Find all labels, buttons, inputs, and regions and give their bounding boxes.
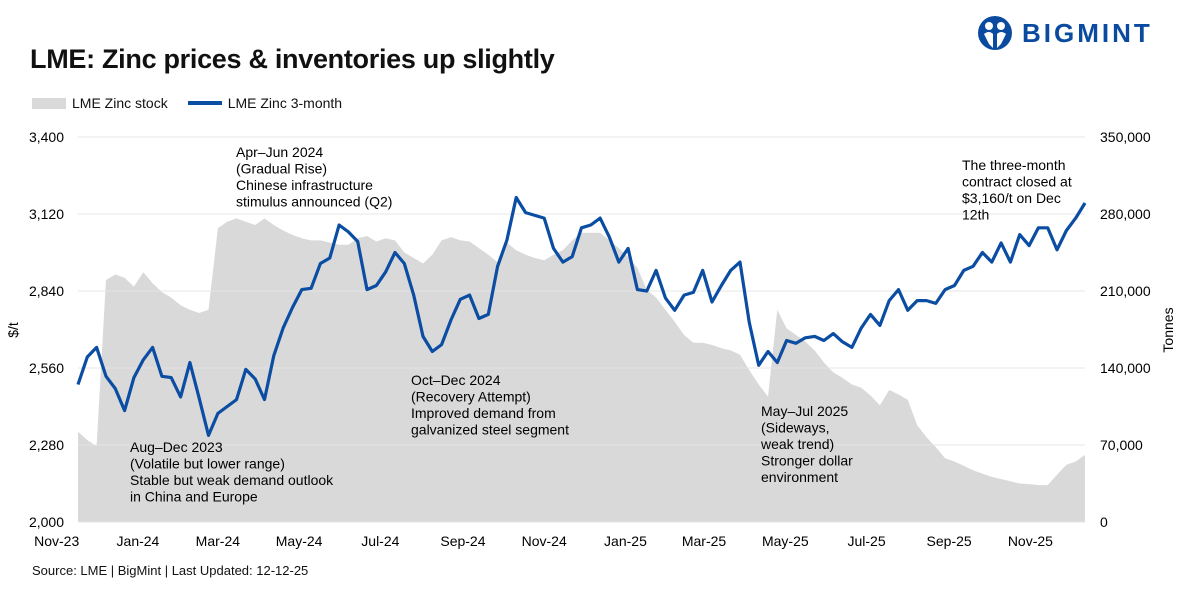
annotation-line: 12th	[962, 207, 989, 223]
x-tick-label: Nov-24	[522, 533, 567, 549]
y-right-tick-label: 280,000	[1100, 206, 1151, 222]
annotation-line: The three-month	[962, 157, 1066, 173]
series-line-lme-zinc-3-month	[76, 195, 1087, 437]
legend-label-price: LME Zinc 3-month	[227, 95, 343, 111]
y-left-tick-label: 2,560	[29, 360, 64, 376]
y-axis-left-label: $/t	[5, 322, 21, 338]
gridlines-overlay	[78, 136, 1085, 523]
x-tick-label: May-24	[276, 533, 323, 549]
annotation: The three-month contract closed at $3,160/…	[962, 157, 1072, 223]
x-tick-label: Nov-25	[1008, 533, 1053, 549]
annotation-line: stimulus announced (Q2)	[236, 194, 392, 210]
annotation-line: contract closed at	[962, 174, 1072, 190]
y-left-tick-label: 3,400	[29, 129, 64, 145]
x-tick-label: Jul-24	[361, 533, 399, 549]
x-tick-label: Sep-24	[440, 533, 485, 549]
annotation-line: weak trend)	[760, 436, 834, 452]
annotation-line: environment	[761, 469, 838, 485]
chart-title: LME: Zinc prices & inventories up slight…	[30, 44, 555, 74]
annotation: May–Jul 2025 (Sideways, weak trend) Stronge…	[760, 403, 853, 485]
x-tick-label: Nov-23	[34, 533, 79, 549]
x-axis: Nov-23 Jan-24 Mar-24 May-24 Jul-24 Sep-24 Nov-…	[34, 533, 1053, 549]
annotation-line: May–Jul 2025	[761, 403, 848, 419]
y-left-tick-label: 2,840	[29, 283, 64, 299]
annotation: Apr–Jun 2024 (Gradual Rise) Chinese infras…	[236, 144, 392, 210]
y-right-tick-label: 210,000	[1100, 283, 1151, 299]
annotation-line: (Recovery Attempt)	[411, 389, 531, 405]
annotation-line: in China and Europe	[130, 489, 258, 505]
annotation-line: $3,160/t on Dec	[962, 190, 1061, 206]
y-left-tick-label: 3,120	[29, 206, 64, 222]
annotations: Apr–Jun 2024 (Gradual Rise) Chinese infras…	[130, 144, 1072, 505]
annotation-line: (Sideways,	[761, 420, 829, 436]
y-right-tick-label: 140,000	[1100, 360, 1151, 376]
y-axis-right: 0 70,000 140,000 210,000 280,000 350,000	[1100, 129, 1151, 530]
legend-label-stock: LME Zinc stock	[72, 95, 168, 111]
annotation-line: Stable but weak demand outlook	[130, 472, 334, 488]
x-tick-label: May-25	[762, 533, 809, 549]
x-tick-label: Mar-25	[682, 533, 727, 549]
legend: LME Zinc stock LME Zinc 3-month	[32, 95, 342, 111]
x-tick-label: Mar-24	[196, 533, 241, 549]
y-right-tick-label: 350,000	[1100, 129, 1151, 145]
y-left-tick-label: 2,280	[29, 437, 64, 453]
legend-swatch-price	[187, 101, 222, 105]
annotation-line: Improved demand from	[411, 405, 556, 421]
legend-swatch-stock	[32, 97, 66, 109]
bigmint-logo-icon	[978, 16, 1012, 50]
annotation-line: Oct–Dec 2024	[411, 372, 501, 388]
x-tick-label: Jan-25	[604, 533, 647, 549]
annotation-line: (Gradual Rise)	[236, 161, 327, 177]
y-right-tick-label: 0	[1100, 514, 1108, 530]
annotation: Oct–Dec 2024 (Recovery Attempt) Improved d…	[411, 372, 569, 438]
annotation-line: (Volatile but lower range)	[130, 456, 285, 472]
y-right-tick-label: 70,000	[1100, 437, 1143, 453]
source-note: Source: LME | BigMint | Last Updated: 12…	[32, 563, 309, 578]
x-tick-label: Sep-25	[927, 533, 972, 549]
y-axis-right-label: Tonnes	[1160, 307, 1176, 352]
annotation-line: Apr–Jun 2024	[236, 144, 323, 160]
series-area-lme-zinc-stock	[78, 218, 1085, 522]
x-tick-label: Jul-25	[847, 533, 885, 549]
bigmint-logo-text: BIGMINT	[1022, 17, 1153, 48]
y-left-tick-label: 2,000	[29, 514, 64, 530]
annotation: Aug–Dec 2023 (Volatile but lower range) St…	[130, 439, 334, 505]
annotation-line: Stronger dollar	[761, 453, 853, 469]
bigmint-logo: BIGMINT	[976, 14, 1153, 52]
x-tick-label: Jan-24	[117, 533, 160, 549]
y-axis-left: 2,000 2,280 2,560 2,840 3,120 3,400	[29, 129, 64, 530]
annotation-line: Chinese infrastructure	[236, 177, 373, 193]
annotation-line: galvanized steel segment	[411, 422, 569, 438]
annotation-line: Aug–Dec 2023	[130, 439, 223, 455]
